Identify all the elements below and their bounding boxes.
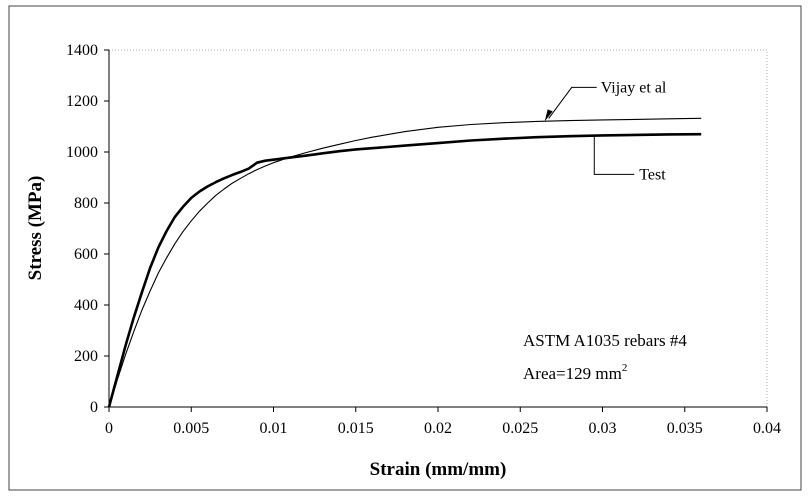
chart-note-area: Area=129 mm2 — [523, 362, 627, 383]
x-tick-label: 0.04 — [753, 420, 781, 437]
y-tick-label: 600 — [74, 246, 98, 263]
series-layer — [107, 117, 702, 408]
x-tick-label: 0.035 — [667, 420, 703, 437]
callout-label-vijay: Vijay et al — [601, 79, 667, 96]
series-line-test — [107, 132, 702, 408]
x-axis-title: Strain (mm/mm) — [370, 459, 507, 480]
y-axis-title: Stress (MPa) — [25, 176, 46, 281]
x-tick-label: 0.01 — [260, 420, 288, 437]
annotation-layer: Vijay et al Test — [544, 79, 667, 183]
callout-label-test: Test — [639, 166, 666, 183]
x-tick-label: 0.02 — [424, 420, 452, 437]
y-tick-label: 800 — [74, 195, 98, 212]
chart-note-rebar: ASTM A1035 rebars #4 — [523, 331, 687, 350]
chart-border — [8, 5, 802, 491]
callout-line-vijay — [548, 86, 597, 119]
y-tick-label: 1200 — [66, 93, 98, 110]
y-tick-label: 1400 — [66, 42, 98, 59]
x-tick-label: 0.005 — [173, 420, 209, 437]
x-tick-label: 0 — [105, 420, 113, 437]
x-tick-label: 0.03 — [589, 420, 617, 437]
y-axis: 0 200 400 600 800 1000 1200 1400 — [66, 42, 110, 416]
y-tick-label: 200 — [74, 348, 98, 365]
y-tick-label: 1000 — [66, 144, 98, 161]
x-axis: 0 0.005 0.01 0.015 0.02 0.025 0.03 0.035 0.04 — [105, 406, 781, 437]
y-tick-label: 0 — [90, 399, 98, 416]
callout-arrow-vijay — [544, 109, 553, 122]
callout-line-test — [593, 135, 635, 175]
chart-note-area-exponent: 2 — [622, 362, 628, 374]
y-tick-label: 400 — [74, 297, 98, 314]
chart-note-area-text: Area=129 mm — [523, 364, 622, 383]
x-tick-label: 0.025 — [502, 420, 538, 437]
x-tick-label: 0.015 — [338, 420, 374, 437]
series-line-vijay-et-al — [108, 117, 702, 408]
